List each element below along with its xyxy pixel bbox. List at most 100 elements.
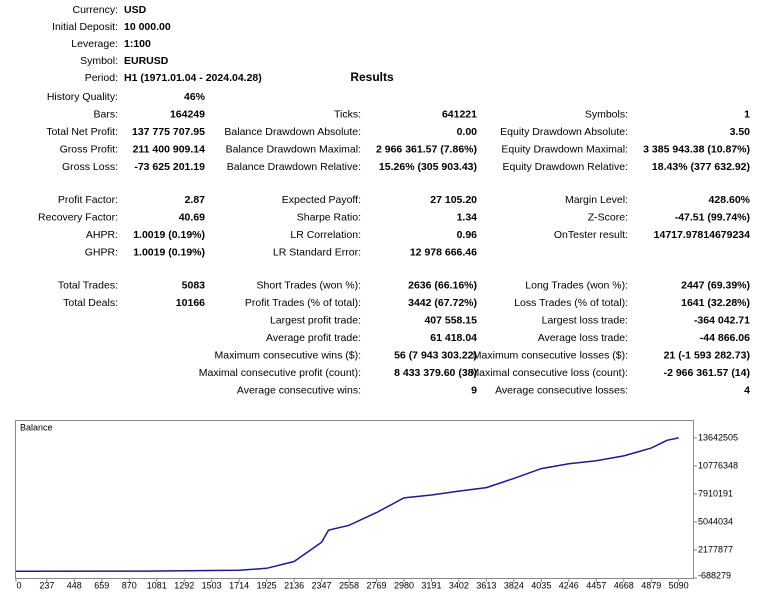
stat-label: Expected Payoff: <box>282 194 361 206</box>
stat-label: Z-Score: <box>588 211 628 223</box>
stat-label: Balance Drawdown Maximal: <box>226 143 361 155</box>
setting-value: EURUSD <box>124 55 169 67</box>
stat-label: AHPR: <box>86 229 118 241</box>
x-tick-label: 1925 <box>257 580 277 590</box>
setting-label: Period: <box>85 72 118 84</box>
stat-label: Gross Profit: <box>60 143 118 155</box>
x-tick-label: 1292 <box>174 580 194 590</box>
setting-label: Initial Deposit: <box>52 21 118 33</box>
stat-value: 9 <box>471 384 477 396</box>
x-tick-label: 3191 <box>421 580 441 590</box>
setting-value: USD <box>124 4 147 16</box>
stat-label: Short Trades (won %): <box>257 279 361 291</box>
x-tick-label: 2347 <box>312 580 332 590</box>
x-tick-label: 448 <box>67 580 82 590</box>
stat-value: 2447 (69.39%) <box>681 279 750 291</box>
stat-value: 2636 (66.16%) <box>408 279 477 291</box>
setting-label: Leverage: <box>71 38 118 50</box>
stat-label: Maximal consecutive loss (count): <box>470 367 628 379</box>
stat-value: 3.50 <box>730 126 751 138</box>
chart-title: Balance <box>20 422 53 432</box>
stat-value: 407 558.15 <box>424 314 477 326</box>
stat-value: 56 (7 943 303.22) <box>394 349 477 361</box>
stat-value: 27 105.20 <box>430 194 477 206</box>
stat-value: 0.96 <box>457 229 478 241</box>
stat-value: 0.00 <box>457 126 478 138</box>
stat-value: 46% <box>184 91 206 103</box>
stat-value: 641221 <box>442 108 477 120</box>
setting-label: Symbol: <box>80 55 118 67</box>
stat-label: Average profit trade: <box>266 332 361 344</box>
stat-value: 2 966 361.57 (7.86%) <box>376 143 477 155</box>
stat-value: 8 433 379.60 (38) <box>394 367 477 379</box>
stat-label: Equity Drawdown Maximal: <box>501 143 628 155</box>
stat-label: OnTester result: <box>554 229 628 241</box>
stat-value: -364 042.71 <box>694 314 750 326</box>
results-title: Results <box>350 70 394 84</box>
x-tick-label: 5090 <box>669 580 689 590</box>
stat-label: Symbols: <box>585 108 628 120</box>
x-tick-label: 2980 <box>394 580 414 590</box>
y-tick-label: 13642505 <box>698 432 738 442</box>
setting-value: 1:100 <box>124 38 151 50</box>
stat-label: LR Correlation: <box>290 229 361 241</box>
stat-label: Average consecutive losses: <box>495 384 628 396</box>
stat-label: Maximum consecutive wins ($): <box>215 349 361 361</box>
stat-value: 4 <box>744 384 750 396</box>
balance-line <box>15 437 679 572</box>
stat-label: GHPR: <box>85 246 118 258</box>
stat-value: 18.43% (377 632.92) <box>652 161 750 173</box>
stat-label: Sharpe Ratio: <box>297 211 361 223</box>
stat-label: Equity Drawdown Relative: <box>503 161 628 173</box>
stat-label: Recovery Factor: <box>38 211 118 223</box>
stat-value: 1.34 <box>457 211 478 223</box>
stat-value: -2 966 361.57 (14) <box>664 367 750 379</box>
stat-label: Balance Drawdown Absolute: <box>224 126 361 138</box>
x-tick-label: 2558 <box>339 580 359 590</box>
stat-label: Total Net Profit: <box>46 126 118 138</box>
x-tick-label: 2136 <box>284 580 304 590</box>
stat-label: Ticks: <box>334 108 361 120</box>
y-tick-label: 10776348 <box>698 460 738 470</box>
stat-value: 3442 (67.72%) <box>408 297 477 309</box>
x-tick-label: 0 <box>16 580 21 590</box>
y-tick-label: -688279 <box>698 570 731 580</box>
stat-label: Maximal consecutive profit (count): <box>199 367 361 379</box>
stat-value: 1641 (32.28%) <box>681 297 750 309</box>
stat-label: Profit Factor: <box>58 194 118 206</box>
stat-value: 1.0019 (0.19%) <box>133 229 205 241</box>
stat-value: 21 (-1 593 282.73) <box>664 349 750 361</box>
stat-value: 211 400 909.14 <box>133 143 206 155</box>
stat-label: Largest profit trade: <box>270 314 361 326</box>
x-tick-label: 870 <box>122 580 137 590</box>
stat-value: 2.87 <box>185 194 206 206</box>
x-tick-label: 4035 <box>531 580 551 590</box>
stat-value: 15.26% (305 903.43) <box>379 161 477 173</box>
stat-value: 12 978 666.46 <box>410 246 477 258</box>
stat-label: Profit Trades (% of total): <box>245 297 361 309</box>
setting-label: Currency: <box>72 4 118 16</box>
x-tick-label: 4668 <box>614 580 634 590</box>
x-tick-label: 3402 <box>449 580 469 590</box>
x-tick-label: 4457 <box>586 580 606 590</box>
stat-label: Bars: <box>93 108 118 120</box>
stat-value: 1 <box>744 108 750 120</box>
stat-label: Largest loss trade: <box>542 314 628 326</box>
x-tick-label: 1714 <box>229 580 249 590</box>
y-tick-label: 5044034 <box>698 516 733 526</box>
stat-label: Average loss trade: <box>538 332 628 344</box>
x-tick-label: 1081 <box>147 580 167 590</box>
stat-value: 40.69 <box>179 211 205 223</box>
y-tick-label: 7910191 <box>698 488 733 498</box>
stat-label: Gross Loss: <box>62 161 118 173</box>
stat-label: History Quality: <box>47 91 118 103</box>
y-tick-label: 2177877 <box>698 544 733 554</box>
stat-label: Loss Trades (% of total): <box>514 297 628 309</box>
x-tick-label: 4246 <box>559 580 579 590</box>
stat-value: 61 418.04 <box>430 332 477 344</box>
stat-value: -73 625 201.19 <box>134 161 205 173</box>
stat-label: Average consecutive wins: <box>237 384 361 396</box>
stat-value: -44 866.06 <box>700 332 750 344</box>
stat-value: 137 775 707.95 <box>132 126 205 138</box>
